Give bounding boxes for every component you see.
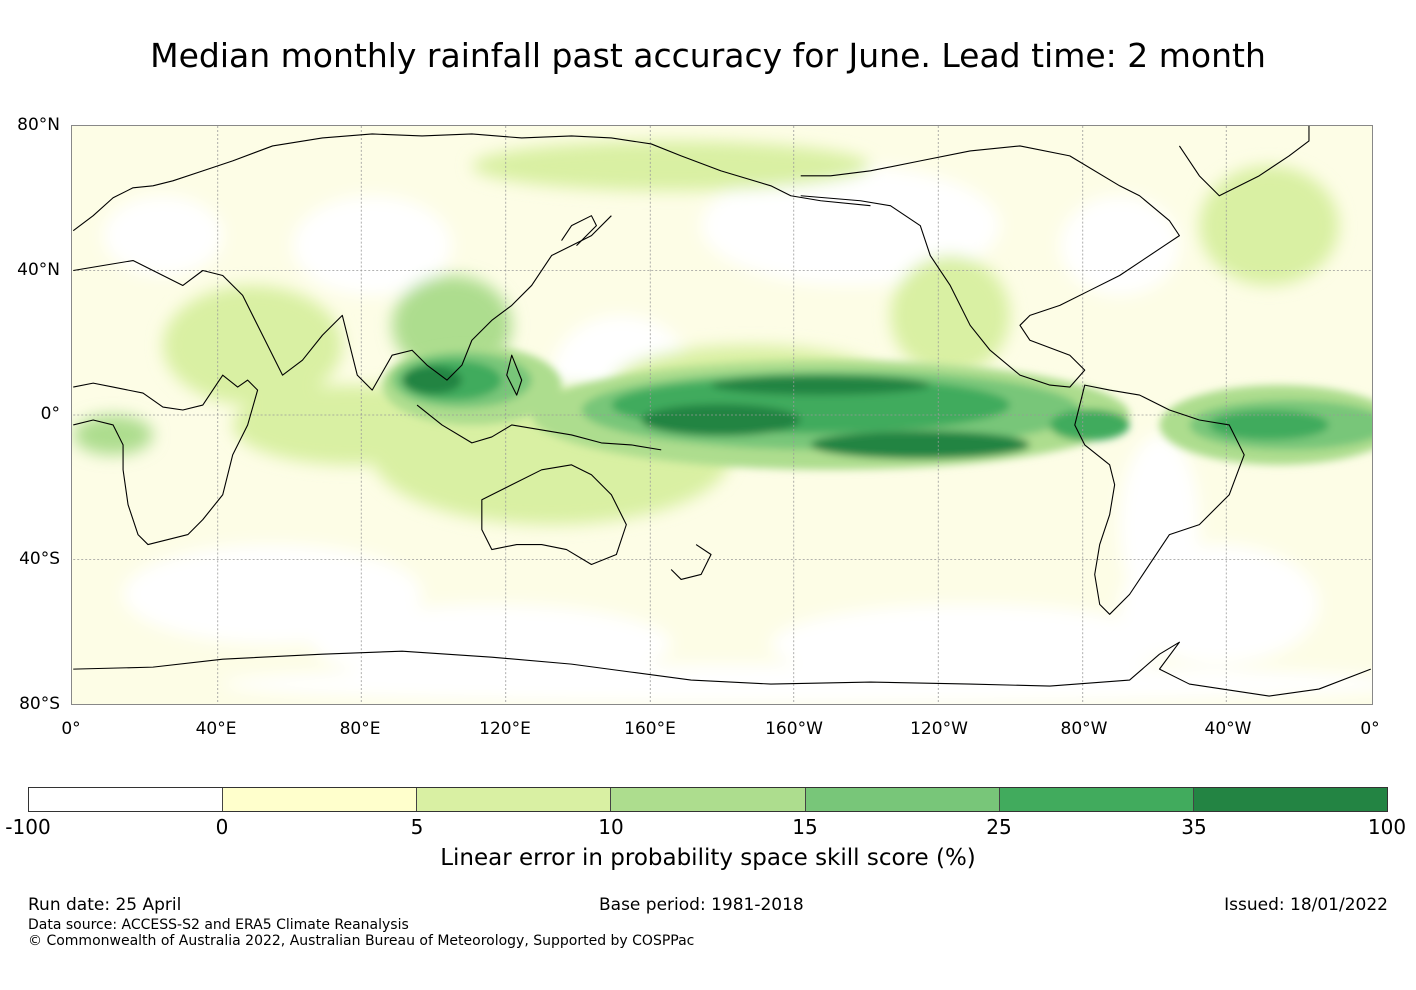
coastline-japan bbox=[561, 215, 597, 246]
colorbar-tick: 5 bbox=[410, 815, 424, 839]
coastline-south-america bbox=[1074, 384, 1245, 615]
map-title: Median monthly rainfall past accuracy fo… bbox=[150, 36, 1266, 75]
lon-label-80e: 80°E bbox=[339, 719, 381, 739]
colorbar-segment bbox=[611, 788, 806, 811]
colorbar-segment bbox=[223, 788, 418, 811]
colorbar-tick: 0 bbox=[215, 815, 229, 839]
skill-score-map bbox=[71, 125, 1373, 705]
coastline-australia bbox=[481, 464, 627, 566]
colorbar-tick: 10 bbox=[598, 815, 624, 839]
coastline-africa bbox=[73, 374, 259, 546]
coastline-indonesia bbox=[416, 404, 662, 451]
lon-label-120e: 120°E bbox=[479, 719, 531, 739]
colorbar-tick: 35 bbox=[1181, 815, 1207, 839]
lon-label-0-east: 0° bbox=[1360, 719, 1380, 739]
base-period: Base period: 1981-2018 bbox=[599, 895, 804, 915]
colorbar-tick: 15 bbox=[792, 815, 818, 839]
lon-label-120w: 120°W bbox=[910, 719, 968, 739]
lat-label-80s: 80°S bbox=[19, 694, 60, 714]
lon-label-160w: 160°W bbox=[765, 719, 823, 739]
data-source: Data source: ACCESS-S2 and ERA5 Climate … bbox=[28, 917, 409, 933]
lon-label-160e: 160°E bbox=[624, 719, 676, 739]
lat-label-40n: 40°N bbox=[17, 260, 60, 280]
lat-label-40s: 40°S bbox=[19, 549, 60, 569]
colorbar bbox=[28, 787, 1388, 812]
colorbar-tick: 100 bbox=[1367, 815, 1407, 839]
coastline-greenland bbox=[1178, 126, 1310, 197]
colorbar-segment bbox=[999, 788, 1194, 811]
coastline-eurasia bbox=[72, 133, 871, 232]
colorbar-segment bbox=[1193, 788, 1387, 811]
graticule bbox=[73, 126, 1371, 704]
coastline-antarctica bbox=[73, 641, 1371, 697]
lat-label-0: 0° bbox=[40, 404, 60, 424]
issued-date: Issued: 18/01/2022 bbox=[1224, 895, 1388, 915]
lon-label-0-west: 0° bbox=[61, 719, 81, 739]
copyright: © Commonwealth of Australia 2022, Austra… bbox=[28, 933, 695, 949]
coastlines bbox=[72, 126, 1371, 697]
colorbar-label: Linear error in probability space skill … bbox=[440, 845, 976, 871]
skill-field-tropics bbox=[382, 345, 1372, 470]
coastline-philippines bbox=[506, 354, 523, 396]
coastline-new-zealand bbox=[670, 544, 712, 580]
lon-label-80w: 80°W bbox=[1060, 719, 1108, 739]
colorbar-tick: -100 bbox=[5, 815, 51, 839]
lat-label-80n: 80°N bbox=[17, 115, 60, 135]
map-canvas bbox=[72, 126, 1372, 704]
lon-label-40e: 40°E bbox=[195, 719, 237, 739]
lon-label-40w: 40°W bbox=[1204, 719, 1252, 739]
run-date: Run date: 25 April bbox=[28, 895, 182, 915]
colorbar-segment bbox=[29, 788, 224, 811]
coastline-north-america bbox=[800, 145, 1180, 388]
colorbar-segment bbox=[417, 788, 612, 811]
colorbar-segment bbox=[805, 788, 1000, 811]
coastline-south-asia bbox=[73, 215, 612, 391]
colorbar-tick: 25 bbox=[986, 815, 1012, 839]
